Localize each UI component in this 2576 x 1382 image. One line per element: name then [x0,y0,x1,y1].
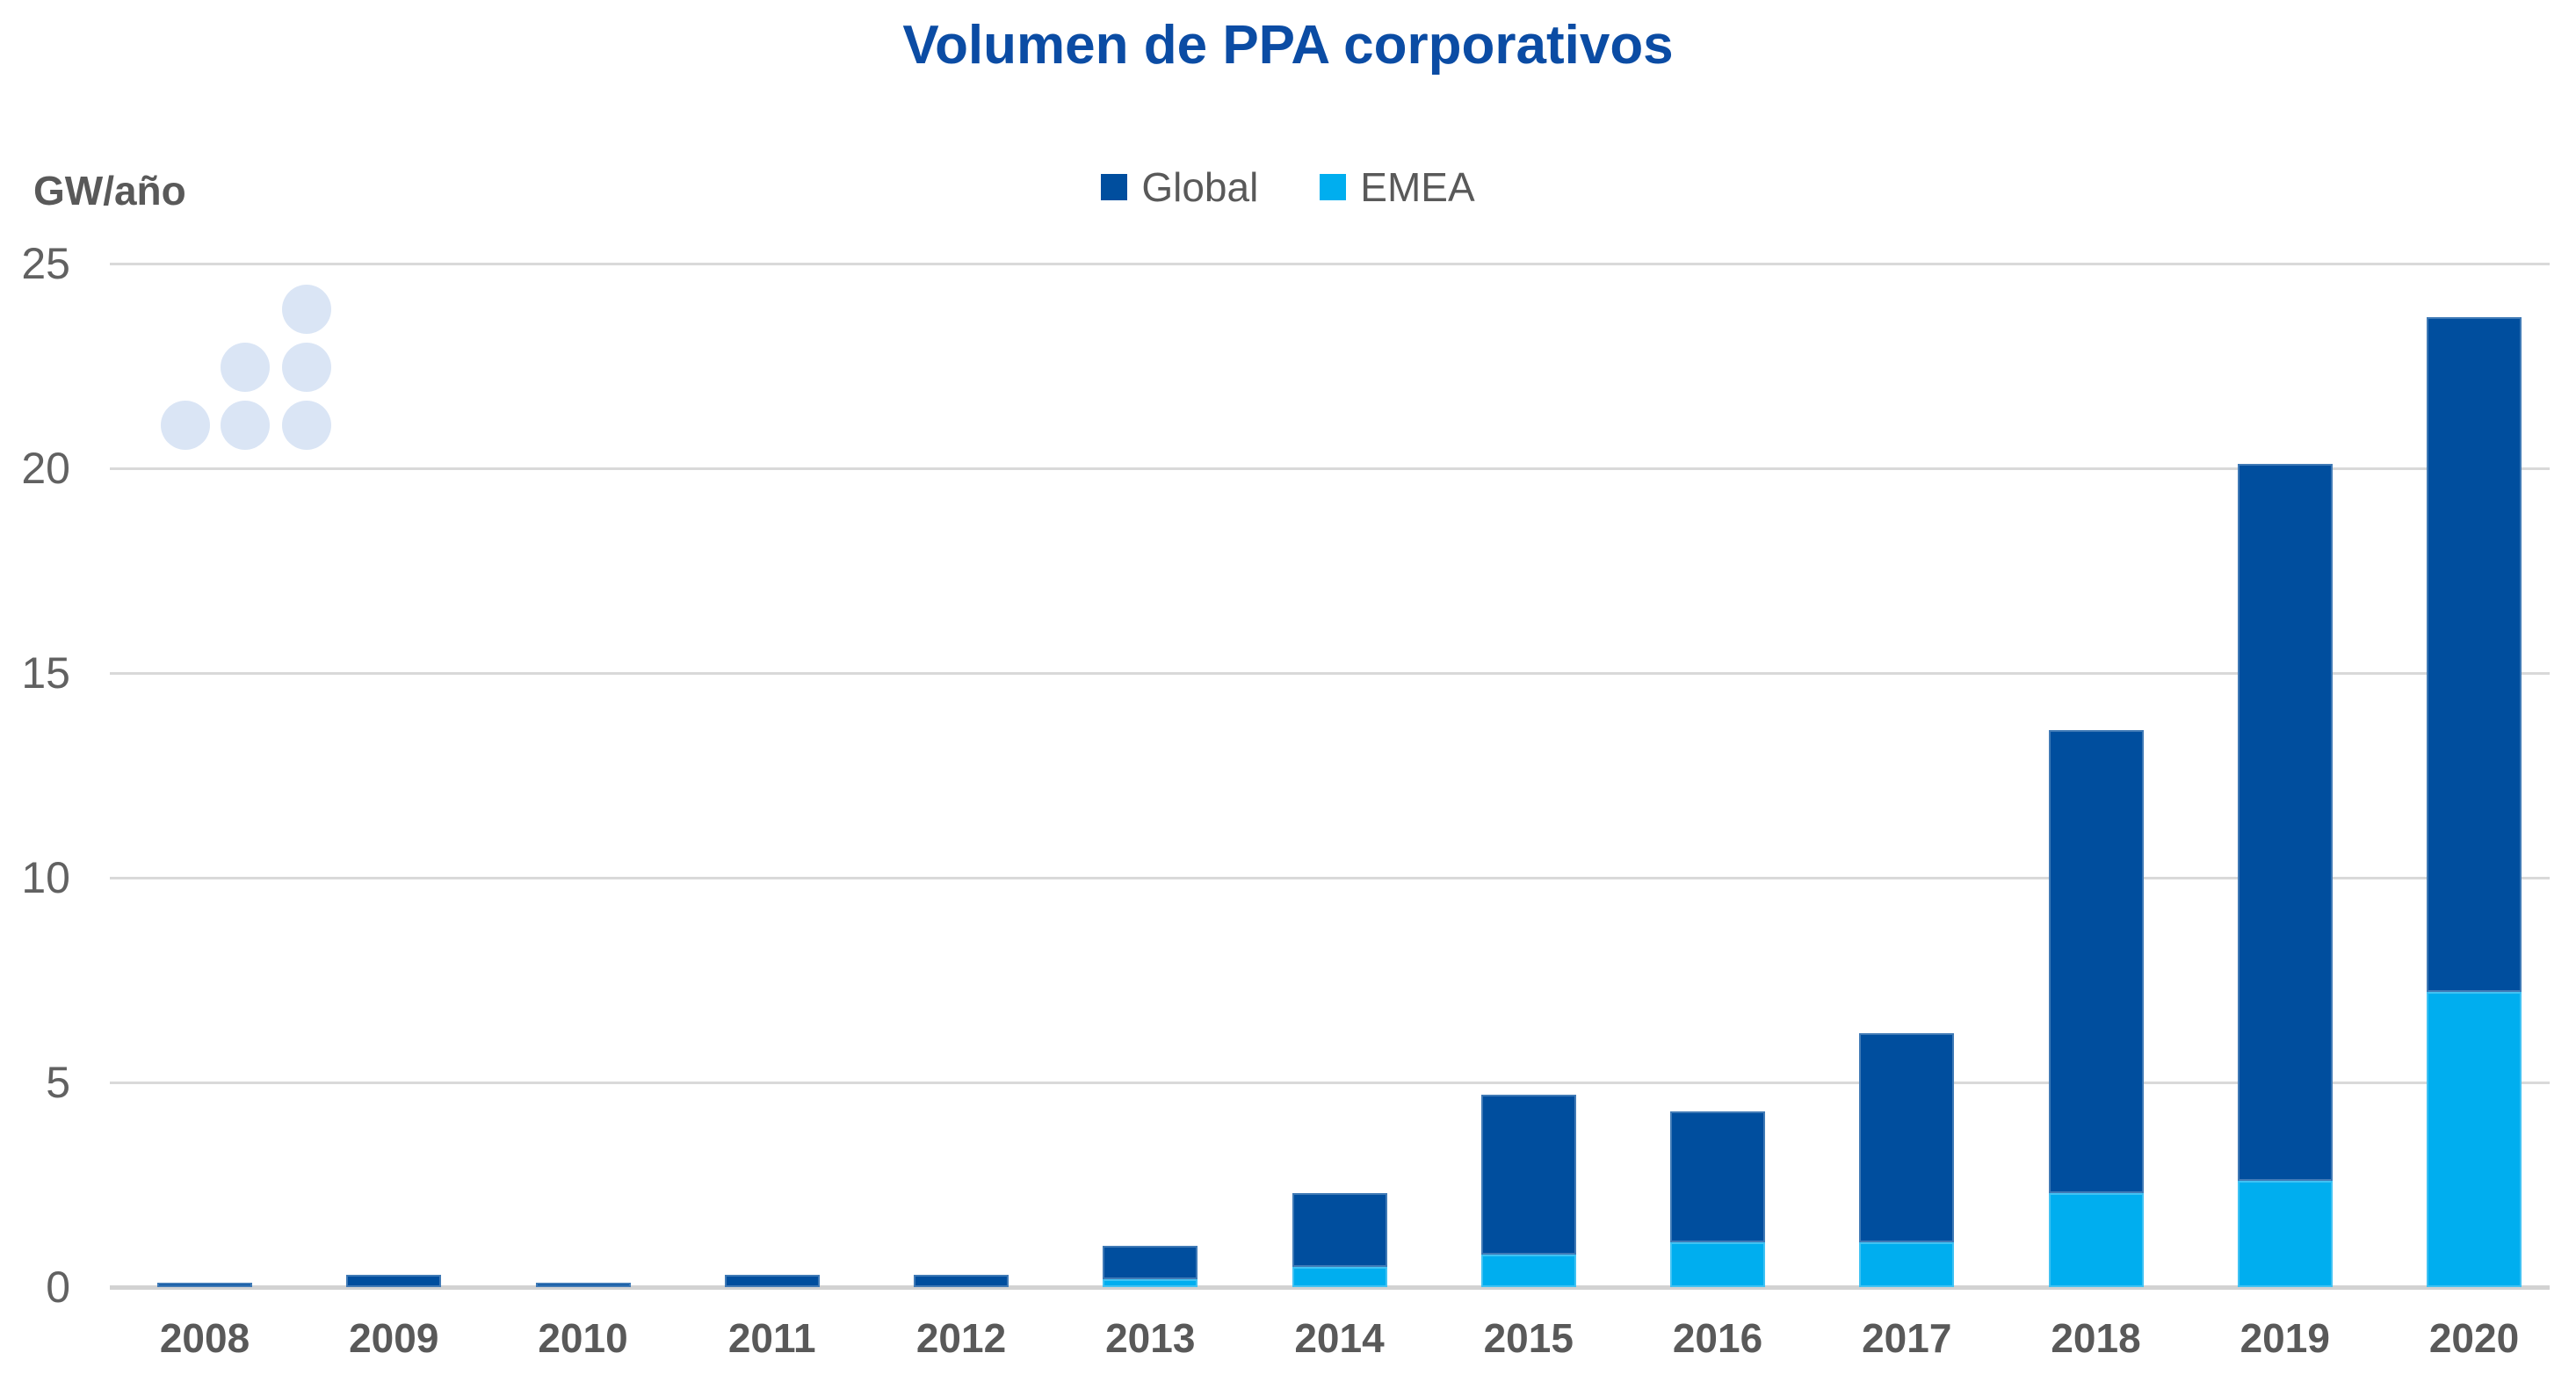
bar-2020-emea [2427,992,2522,1287]
gridline-15 [110,671,2550,675]
x-tick-label-2008: 2008 [159,1315,250,1361]
brand-dot-icon [221,343,270,392]
bar-2016-global [1670,1111,1765,1242]
legend-label-global: Global [1141,164,1259,210]
bar-2014-emea [1292,1266,1387,1287]
x-tick-label-2010: 2010 [538,1315,628,1361]
x-tick-label-2009: 2009 [349,1315,439,1361]
bar-2013-global [1103,1246,1198,1279]
gridline-5 [110,1081,2550,1084]
bar-2008-global [157,1283,252,1287]
brand-dot-icon [282,285,331,334]
bar-2016-emea [1670,1241,1765,1287]
y-tick-label-15: 15 [21,648,70,698]
x-tick-label-2020: 2020 [2428,1315,2520,1361]
bar-2017-global [1859,1033,1955,1242]
x-tick-label-2012: 2012 [915,1315,1007,1361]
bar-2011-global [724,1275,820,1287]
legend: Global EMEA [0,163,2576,211]
x-tick-label-2019: 2019 [2240,1315,2330,1361]
x-tick-label-2017: 2017 [1862,1315,1952,1361]
x-tick-label-2018: 2018 [2051,1315,2141,1361]
bar-2019-emea [2237,1180,2333,1287]
bar-2019-global [2237,464,2333,1181]
bar-2014-global [1292,1192,1387,1267]
bar-2015-global [1480,1095,1576,1255]
bar-2018-global [2048,730,2144,1193]
bar-2009-global [346,1275,442,1287]
bar-2020-global [2427,316,2522,993]
y-tick-label-0: 0 [46,1263,70,1312]
x-tick-label-2014: 2014 [1294,1315,1385,1361]
x-tick-label-2013: 2013 [1105,1315,1196,1361]
chart-title: Volumen de PPA corporativos [902,15,1674,76]
gridline-25 [110,262,2550,265]
gridline-20 [110,467,2550,470]
x-tick-label-2015: 2015 [1483,1315,1574,1361]
plot-area [110,262,2550,1290]
x-tick-label-2011: 2011 [727,1315,816,1361]
y-tick-label-20: 20 [21,444,70,493]
brand-dot-icon [282,401,331,450]
y-tick-label-5: 5 [46,1058,70,1107]
bar-2015-emea [1480,1254,1576,1287]
x-tick-label-2016: 2016 [1672,1315,1763,1361]
bar-2012-global [914,1275,1009,1287]
bar-2013-emea [1103,1278,1198,1287]
legend-label-emea: EMEA [1360,164,1475,210]
legend-swatch-global-icon [1101,174,1128,200]
gridline-0 [110,1285,2550,1290]
legend-item-emea: EMEA [1320,163,1475,211]
y-tick-label-10: 10 [21,853,70,902]
legend-swatch-emea-icon [1320,174,1347,200]
gridline-10 [110,876,2550,879]
bar-2017-emea [1859,1241,1955,1287]
brand-dot-icon [161,401,210,450]
bar-2010-global [535,1283,631,1287]
brand-dot-icon [221,401,270,450]
legend-item-global: Global [1101,163,1258,211]
y-tick-label-25: 25 [21,239,70,288]
y-axis-unit-label: GW/año [33,168,186,213]
brand-dot-icon [282,343,331,392]
bar-2018-emea [2048,1192,2144,1287]
